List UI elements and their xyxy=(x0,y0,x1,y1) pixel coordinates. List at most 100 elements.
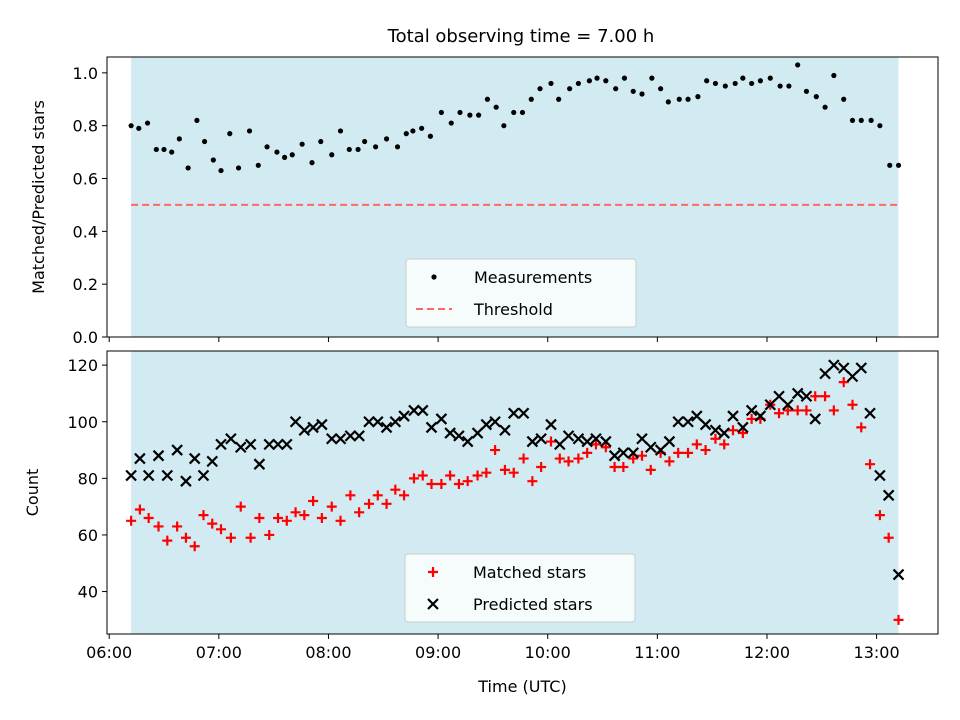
matched-point xyxy=(399,490,410,501)
predicted-point xyxy=(709,424,722,437)
measurement-point xyxy=(484,96,491,102)
matched-point xyxy=(508,467,519,478)
predicted-point xyxy=(380,421,393,434)
matched-point xyxy=(189,541,200,552)
bottom-axes-frame xyxy=(106,350,939,635)
predicted-point xyxy=(353,430,365,442)
matched-point xyxy=(618,462,629,473)
measurement-point xyxy=(777,83,783,89)
predicted-point xyxy=(553,438,566,451)
matched-point xyxy=(883,532,894,543)
measurement-point xyxy=(795,62,801,68)
matched-point xyxy=(719,439,730,450)
measurement-point xyxy=(603,78,609,84)
predicted-point xyxy=(590,432,602,445)
predicted-point xyxy=(737,421,749,434)
measurement-point xyxy=(537,86,543,92)
matched-point xyxy=(683,447,694,458)
measurement-point xyxy=(410,128,416,134)
panel-counts: 40 60 80 100 120 06:00 07:00 08:00 09:00 10:00 11:… xyxy=(23,350,939,696)
measurement-point xyxy=(841,96,847,102)
predicted-point xyxy=(125,469,137,482)
predicted-point xyxy=(363,415,375,428)
xlabel: Time (UTC) xyxy=(477,677,566,696)
measurement-point xyxy=(831,72,837,79)
matched-point xyxy=(774,408,785,419)
predicted-point xyxy=(535,432,547,445)
measurement-point xyxy=(676,96,682,102)
predicted-point xyxy=(215,438,227,451)
matched-point xyxy=(664,456,675,467)
xtick-label: 11:00 xyxy=(634,643,680,662)
xtick-label: 10:00 xyxy=(525,643,571,662)
predicted-point xyxy=(718,427,730,439)
xtick-label: 13:00 xyxy=(854,643,900,662)
predicted-point xyxy=(608,449,621,462)
predicted-point xyxy=(809,413,821,425)
bottom-series-predicted-stars xyxy=(125,359,905,581)
predicted-point xyxy=(461,435,474,448)
matched-point xyxy=(828,405,839,416)
predicted-point xyxy=(499,424,511,437)
matched-point xyxy=(143,512,154,523)
matched-point xyxy=(874,510,885,521)
matched-point xyxy=(335,515,346,526)
predicted-point xyxy=(517,407,530,420)
predicted-point xyxy=(663,435,676,448)
matched-point xyxy=(453,479,464,490)
matched-point xyxy=(628,453,639,464)
measurement-point xyxy=(329,152,335,158)
measurement-point xyxy=(658,86,664,92)
measurement-point xyxy=(318,138,324,145)
matched-point xyxy=(518,453,529,464)
measurement-point xyxy=(767,75,773,81)
matched-point xyxy=(316,512,327,523)
measurement-point xyxy=(704,78,710,84)
matched-point xyxy=(345,490,356,501)
matched-point xyxy=(563,456,574,467)
legend-marker-predicted xyxy=(427,598,439,610)
matched-point xyxy=(225,532,236,543)
measurement-point xyxy=(786,83,792,89)
bottom-ylabel: Count xyxy=(23,469,42,517)
measurement-point xyxy=(712,80,719,87)
matched-point xyxy=(490,445,501,456)
predicted-point xyxy=(699,418,712,431)
matched-point xyxy=(481,467,492,478)
bottom-ytick-label: 60 xyxy=(78,526,98,545)
matched-point xyxy=(417,470,428,481)
legend-label: Threshold xyxy=(473,300,553,319)
predicted-point xyxy=(627,447,640,459)
measurement-point xyxy=(355,146,361,153)
measurement-point xyxy=(822,104,828,110)
legend-label: Predicted stars xyxy=(473,595,593,614)
measurement-point xyxy=(161,146,167,153)
xtick-label: 09:00 xyxy=(415,643,461,662)
predicted-point xyxy=(782,398,794,411)
top-ytick-label: 1.0 xyxy=(73,64,98,83)
measurement-point xyxy=(346,146,352,153)
measurement-point xyxy=(246,128,253,134)
measurement-point xyxy=(858,117,864,123)
measurement-point xyxy=(337,128,344,134)
matched-point xyxy=(180,532,191,543)
matched-point xyxy=(536,462,547,473)
predicted-point xyxy=(489,415,501,428)
measurement-point xyxy=(556,96,562,102)
matched-point xyxy=(216,524,227,535)
matched-point xyxy=(273,512,284,523)
matched-point xyxy=(207,518,218,529)
measurement-point xyxy=(813,94,819,100)
matched-point xyxy=(326,501,337,512)
predicted-point xyxy=(416,404,429,417)
predicted-point xyxy=(325,432,338,445)
predicted-point xyxy=(389,415,402,428)
matched-point xyxy=(198,510,209,521)
matched-point xyxy=(700,445,711,456)
predicted-point xyxy=(791,387,804,400)
measurement-point xyxy=(427,133,434,139)
measurement-point xyxy=(153,146,159,153)
matched-point xyxy=(408,473,419,484)
predicted-point xyxy=(206,455,219,468)
matched-point xyxy=(792,405,803,416)
